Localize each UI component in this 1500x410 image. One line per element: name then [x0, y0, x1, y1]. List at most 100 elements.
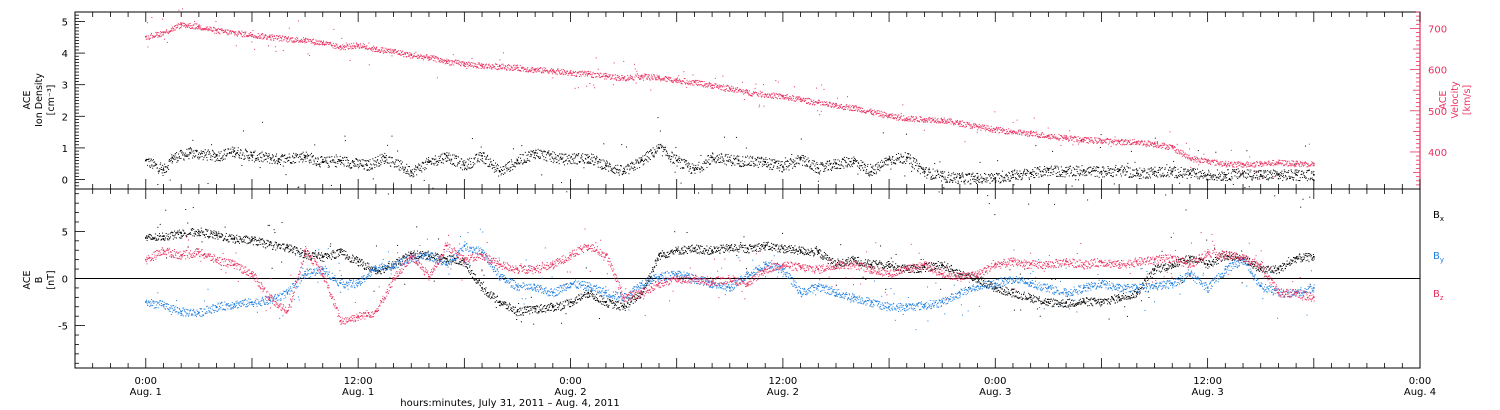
velocity-series-dot: [257, 32, 259, 34]
velocity-series-dot: [744, 90, 746, 92]
ion-density-series-dot: [159, 164, 161, 166]
ion-density-series-dot: [197, 156, 199, 158]
velocity-series-dot: [443, 60, 445, 62]
ion-density-series-dot: [1108, 169, 1110, 171]
ion-density-series-dot: [522, 154, 524, 156]
velocity-series-dot: [428, 59, 430, 61]
ion-density-series-dot: [1093, 170, 1095, 172]
velocity-series-dot: [786, 96, 788, 98]
velocity-series-dot: [483, 68, 485, 70]
ion-density-series-dot: [716, 154, 718, 156]
ion-density-series-dot: [953, 177, 955, 179]
ion-density-series-dot: [406, 163, 408, 165]
velocity-series-dot: [823, 101, 825, 103]
ion-density-series-dot: [694, 172, 696, 174]
ion-density-series-dot: [252, 156, 254, 158]
ion-density-series-dot: [304, 157, 306, 159]
ion-density-series-dot: [273, 160, 275, 162]
ion-density-series-dot: [412, 172, 414, 174]
velocity-series-dot: [598, 73, 600, 75]
velocity-series-dot: [845, 106, 847, 108]
velocity-series-dot: [758, 106, 760, 108]
ion-density-series-dot: [1241, 173, 1243, 175]
ion-density-series-dot: [477, 159, 479, 161]
velocity-series-dot: [596, 76, 598, 78]
velocity-series-dot: [650, 76, 652, 78]
ion-density-series-dot: [719, 161, 721, 163]
velocity-series-dot: [767, 96, 769, 98]
velocity-series-point: [587, 72, 590, 75]
velocity-series-dot: [738, 89, 740, 91]
velocity-series-dot: [339, 49, 341, 51]
velocity-series-dot: [536, 71, 538, 73]
ion-density-series-dot: [386, 161, 388, 163]
ion-density-series-dot: [442, 158, 444, 160]
ion-density-series-dot: [462, 162, 464, 164]
velocity-series-dot: [861, 112, 863, 114]
ion-density-series-dot: [651, 151, 653, 153]
ion-density-series-dot: [438, 157, 440, 159]
ion-density-series-dot: [1089, 166, 1091, 168]
velocity-series-dot: [706, 86, 708, 88]
velocity-series-dot: [784, 98, 786, 100]
velocity-series-dot: [629, 74, 631, 76]
velocity-series-dot: [274, 35, 276, 37]
velocity-series-dot: [384, 51, 386, 53]
ion-density-series-dot: [691, 172, 693, 174]
ion-density-series-dot: [885, 157, 887, 159]
velocity-series-dot: [347, 47, 349, 49]
velocity-series-dot: [256, 37, 258, 39]
ion-density-series-dot: [1043, 169, 1045, 171]
velocity-series-dot: [585, 71, 587, 73]
ion-density-series-dot: [1242, 172, 1244, 174]
ion-density-series-dot: [956, 173, 958, 175]
ion-density-series-dot: [584, 161, 586, 163]
velocity-series-dot: [532, 67, 534, 69]
velocity-series-dot: [255, 37, 257, 39]
ion-density-series-dot: [940, 180, 942, 182]
ion-density-series-dot: [456, 165, 458, 167]
velocity-series-dot: [512, 70, 514, 72]
ion-density-series-dot: [158, 172, 160, 174]
ion-density-series-dot: [1129, 167, 1131, 169]
velocity-series-dot: [209, 29, 211, 31]
ion-density-series-dot: [767, 162, 769, 164]
velocity-series-dot: [505, 68, 507, 70]
ion-density-series-dot: [374, 160, 376, 162]
ion-density-series-dot: [669, 159, 671, 161]
right-tick-label: 600: [1428, 66, 1447, 77]
velocity-series-dot: [639, 78, 641, 80]
velocity-series-dot: [668, 78, 670, 80]
ion-density-series-dot: [829, 160, 831, 162]
ion-density-series-dot: [1214, 174, 1216, 176]
velocity-series-dot: [344, 46, 346, 48]
velocity-series-dot: [764, 96, 766, 98]
velocity-series-dot: [507, 67, 509, 69]
ion-density-series-dot: [1031, 173, 1033, 175]
ion-density-series-dot: [696, 168, 698, 170]
ion-density-series-dot: [743, 165, 745, 167]
velocity-series-dot: [843, 105, 845, 107]
ion-density-series-dot: [818, 172, 820, 174]
ion-density-series-dot: [844, 160, 846, 162]
velocity-series-dot: [188, 23, 190, 25]
ion-density-series-dot: [234, 147, 236, 149]
ion-density-series-dot: [817, 163, 819, 165]
ion-density-series-dot: [458, 162, 460, 164]
velocity-series-dot: [585, 72, 587, 74]
ion-density-series-dot: [568, 154, 570, 156]
ion-density-series-dot: [690, 172, 692, 174]
ion-density-series-dot: [383, 161, 385, 163]
ion-density-series-dot: [782, 171, 784, 173]
ion-density-series-dot: [803, 156, 805, 158]
velocity-series-dot: [416, 57, 418, 59]
velocity-series-dot: [516, 64, 518, 66]
velocity-series-dot: [818, 102, 820, 104]
velocity-series-dot: [236, 34, 238, 36]
ion-density-series-dot: [742, 156, 744, 158]
ion-density-series-dot: [348, 166, 350, 168]
ion-density-series-dot: [678, 158, 680, 160]
ion-density-series-dot: [1005, 173, 1007, 175]
ion-density-series-dot: [1013, 170, 1015, 172]
ion-density-series-dot: [827, 168, 829, 170]
